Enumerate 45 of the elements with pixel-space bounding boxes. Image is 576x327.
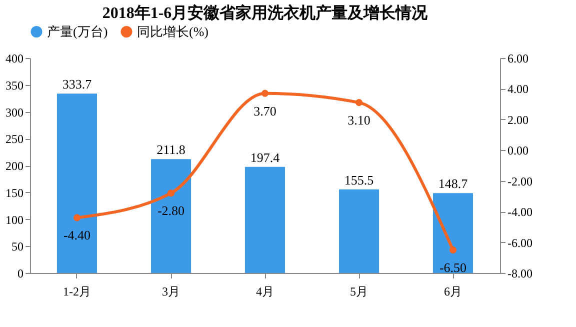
x-tick-label: 1-2月 [63, 284, 91, 298]
y2-tick-label: -2.00 [508, 174, 532, 188]
y-tick-label: 150 [6, 186, 24, 200]
bar [151, 159, 191, 273]
point [261, 90, 269, 97]
bar [57, 94, 97, 273]
data-label: -6.50 [439, 260, 467, 275]
point [73, 214, 81, 222]
y-tick-label: 300 [6, 105, 24, 120]
y2-tick-label: 6.00 [508, 52, 528, 66]
y-tick-label: 350 [6, 78, 24, 92]
y-tick-label: 0 [18, 266, 24, 280]
data-label: 211.8 [156, 142, 186, 158]
y2-tick-label: 4.00 [508, 82, 528, 96]
y2-tick-label: -6.00 [508, 236, 532, 250]
y2-tick-label: 2.00 [508, 112, 528, 127]
bar [245, 166, 285, 273]
y2-tick-label: -8.00 [508, 266, 532, 280]
point [449, 246, 457, 254]
bar [339, 189, 379, 273]
y-tick-label: 100 [6, 212, 24, 227]
point [355, 99, 363, 106]
y-tick-label: 250 [6, 132, 24, 146]
y-tick-label: 400 [6, 52, 24, 66]
data-label: 3.10 [348, 112, 370, 128]
data-label: 333.7 [62, 76, 92, 92]
data-label: -2.80 [157, 203, 185, 218]
legend-label: 同比增长(%) [137, 24, 208, 39]
y-tick-label: 50 [12, 240, 24, 254]
x-tick-label: 3月 [162, 284, 180, 298]
y2-tick-label: 0.00 [508, 144, 528, 158]
x-tick-label: 6月 [444, 284, 462, 298]
legend-label: 产量(万台) [47, 24, 108, 39]
bar [433, 193, 473, 273]
data-label: 148.7 [438, 176, 468, 192]
y2-tick-label: -4.00 [508, 205, 532, 220]
data-label: 197.4 [250, 150, 280, 165]
data-label: 155.5 [344, 172, 374, 188]
chart-title: 2018年1-6月安徽省家用洗衣机产量及增长情况 [102, 3, 429, 22]
data-label: -4.40 [63, 228, 91, 243]
x-tick-label: 5月 [350, 284, 368, 298]
point [167, 190, 175, 197]
x-tick-label: 4月 [256, 284, 274, 298]
data-label: 3.70 [254, 103, 276, 118]
y-tick-label: 200 [6, 159, 24, 173]
